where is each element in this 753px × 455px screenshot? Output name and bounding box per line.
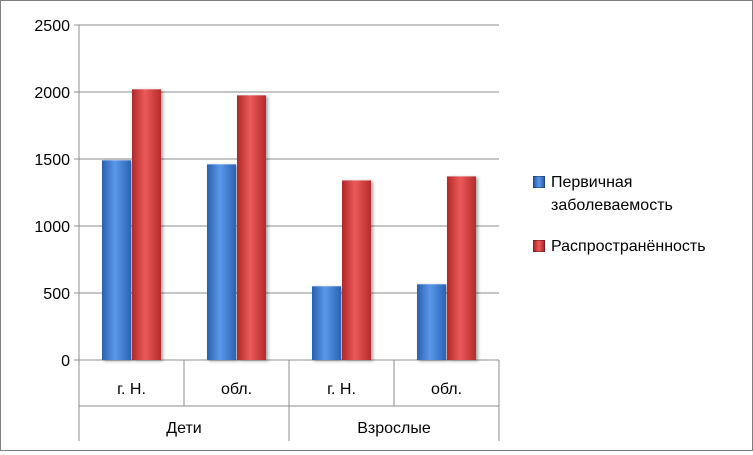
axes	[74, 24, 500, 441]
x-category-label: обл.	[431, 381, 462, 398]
y-tick-label: 0	[61, 353, 70, 370]
bar-primary-2	[312, 286, 341, 360]
bar-prevalence-3	[447, 176, 476, 360]
x-category-label: г. Н.	[117, 381, 146, 398]
x-category-label: г. Н.	[327, 381, 356, 398]
x-group-label: Дети	[166, 420, 201, 437]
y-tick-label: 500	[43, 286, 70, 303]
bar-prevalence-2	[342, 180, 371, 360]
legend-item-prevalence: Распространённость	[533, 235, 743, 258]
x-category-label: обл.	[221, 381, 252, 398]
y-tick-label: 2000	[34, 85, 70, 102]
legend-swatch-prevalence	[533, 240, 545, 252]
legend-item-primary: Первичная заболеваемость	[533, 171, 743, 217]
y-tick-label: 1500	[34, 152, 70, 169]
legend: Первичная заболеваемость Распространённо…	[533, 171, 743, 276]
bar-prevalence-1	[237, 95, 266, 360]
y-tick-label: 2500	[34, 18, 70, 35]
tick-labels: 0 500 1000 1500 2000 2500 г. Н. обл. г. Н. обл. Де…	[34, 18, 462, 437]
y-tick-label: 1000	[34, 219, 70, 236]
legend-label-primary: Первичная заболеваемость	[551, 174, 673, 214]
bars	[102, 89, 476, 360]
bar-primary-0	[102, 160, 131, 360]
x-group-label: Взрослые	[357, 420, 431, 437]
bar-prevalence-0	[132, 89, 161, 360]
bar-primary-1	[207, 164, 236, 360]
legend-swatch-primary	[533, 176, 545, 188]
legend-label-prevalence: Распространённость	[551, 238, 706, 255]
bar-primary-3	[417, 284, 446, 360]
